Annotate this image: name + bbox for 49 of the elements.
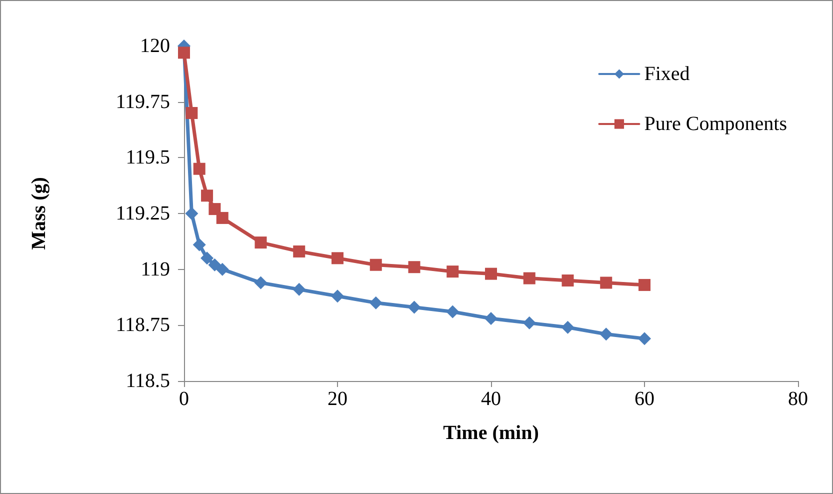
point bbox=[561, 320, 574, 334]
point bbox=[178, 46, 190, 59]
point bbox=[331, 290, 344, 303]
point bbox=[370, 258, 382, 271]
point bbox=[208, 203, 221, 216]
point bbox=[254, 236, 267, 249]
point bbox=[216, 262, 229, 276]
x-tick-label: 20 bbox=[328, 388, 348, 410]
point bbox=[562, 274, 574, 286]
y-axis-title: Mass (g) bbox=[28, 177, 50, 250]
x-axis-title: Time (min) bbox=[443, 422, 539, 444]
point bbox=[208, 258, 222, 272]
point bbox=[216, 212, 228, 224]
point bbox=[408, 261, 420, 274]
point bbox=[446, 305, 460, 318]
point bbox=[254, 276, 268, 290]
point bbox=[600, 328, 613, 341]
y-tick-label: 120 bbox=[140, 35, 170, 57]
y-tick-label: 119 bbox=[140, 258, 170, 280]
point bbox=[408, 300, 421, 314]
point bbox=[523, 272, 536, 284]
y-tick-label: 118.5 bbox=[126, 370, 170, 392]
legend-label: Pure Components bbox=[644, 113, 788, 135]
point bbox=[332, 252, 344, 264]
point bbox=[200, 252, 214, 265]
point bbox=[638, 332, 651, 346]
point bbox=[192, 238, 206, 252]
y-tick-label: 118.75 bbox=[116, 314, 170, 336]
point bbox=[446, 266, 459, 278]
x-tick-label: 80 bbox=[788, 388, 808, 410]
y-tick-label: 119.75 bbox=[116, 90, 170, 113]
point bbox=[484, 312, 498, 325]
point bbox=[292, 282, 306, 296]
point bbox=[600, 276, 612, 289]
point bbox=[293, 245, 306, 258]
x-tick-label: 40 bbox=[481, 388, 501, 410]
point bbox=[485, 268, 497, 280]
point bbox=[186, 107, 198, 119]
point bbox=[185, 207, 198, 220]
y-tick-label: 119.25 bbox=[116, 202, 170, 224]
y-tick-label: 119.5 bbox=[126, 146, 170, 169]
x-tick-label: 0 bbox=[179, 388, 189, 410]
point bbox=[201, 190, 214, 202]
point bbox=[193, 162, 206, 175]
legend-label: Fixed bbox=[644, 63, 690, 85]
point bbox=[638, 278, 650, 291]
x-tick-label: 60 bbox=[634, 388, 654, 410]
point bbox=[369, 296, 382, 310]
point bbox=[522, 316, 536, 330]
